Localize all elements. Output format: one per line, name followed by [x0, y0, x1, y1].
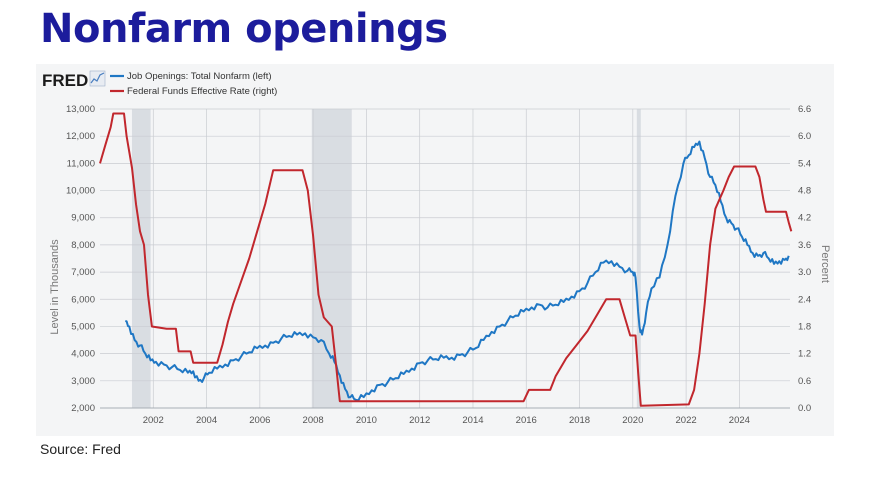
- y-left-tick-label: 2,000: [71, 403, 95, 414]
- legend-label-openings: Job Openings: Total Nonfarm (left): [127, 71, 272, 82]
- axis-ticks: 2,000 0.0 3,000 0.6 4,000 1.2 5,000 1.8 6,000 2.4…: [66, 104, 811, 426]
- recession-shading: [131, 109, 641, 408]
- y-left-tick-label: 12,000: [66, 131, 95, 142]
- y-left-tick-label: 3,000: [71, 376, 95, 387]
- fred-logo: FRED: [42, 71, 88, 90]
- x-tick-label: 2022: [676, 415, 697, 426]
- y-right-tick-label: 0.0: [798, 403, 811, 414]
- x-tick-label: 2014: [462, 415, 483, 426]
- x-tick-label: 2004: [196, 415, 217, 426]
- gridlines: [100, 108, 790, 409]
- slide-title: Nonfarm openings: [40, 6, 448, 52]
- recession-band: [311, 109, 352, 408]
- y-right-tick-label: 6.0: [798, 131, 811, 142]
- y-axis-right-label: Percent: [819, 245, 831, 283]
- x-tick-label: 2010: [356, 415, 377, 426]
- fred-line-chart: 2,000 0.0 3,000 0.6 4,000 1.2 5,000 1.8 6,000 2.4…: [42, 70, 831, 426]
- y-left-tick-label: 6,000: [71, 294, 95, 305]
- source-note: Source: Fred: [40, 441, 121, 457]
- series-lines: [99, 112, 793, 407]
- y-right-tick-label: 1.2: [798, 349, 811, 360]
- y-left-tick-label: 10,000: [66, 186, 95, 197]
- x-tick-label: 2008: [303, 415, 324, 426]
- y-right-tick-label: 6.6: [798, 104, 811, 115]
- series-line-job-openings: [125, 140, 790, 402]
- y-left-tick-label: 7,000: [71, 267, 95, 278]
- y-right-tick-label: 3.6: [798, 240, 811, 251]
- y-axis-left-label: Level in Thousands: [49, 239, 61, 335]
- y-left-tick-label: 9,000: [71, 213, 95, 224]
- recession-band: [636, 109, 641, 408]
- y-left-tick-label: 13,000: [66, 104, 95, 115]
- y-right-tick-label: 3.0: [798, 267, 811, 278]
- x-tick-label: 2024: [729, 415, 750, 426]
- y-right-tick-label: 0.6: [798, 376, 811, 387]
- x-tick-label: 2002: [143, 415, 164, 426]
- legend-label-fedfunds: Federal Funds Effective Rate (right): [127, 86, 277, 97]
- y-right-tick-label: 1.8: [798, 321, 811, 332]
- y-right-tick-label: 2.4: [798, 294, 811, 305]
- x-tick-label: 2012: [409, 415, 430, 426]
- x-tick-label: 2006: [249, 415, 270, 426]
- y-right-tick-label: 5.4: [798, 158, 811, 169]
- y-left-tick-label: 11,000: [67, 158, 95, 169]
- y-left-tick-label: 8,000: [71, 240, 95, 251]
- y-right-tick-label: 4.2: [798, 213, 811, 224]
- x-tick-label: 2018: [569, 415, 590, 426]
- x-tick-label: 2016: [516, 415, 537, 426]
- fred-logo-icon: [89, 70, 106, 87]
- x-tick-label: 2020: [622, 415, 643, 426]
- chart-panel: 2,000 0.0 3,000 0.6 4,000 1.2 5,000 1.8 6,000 2.4…: [36, 64, 834, 436]
- y-right-tick-label: 4.8: [798, 186, 811, 197]
- y-left-tick-label: 4,000: [71, 349, 95, 360]
- recession-band: [131, 109, 151, 408]
- y-left-tick-label: 5,000: [71, 321, 95, 332]
- series-line-fed-funds: [99, 112, 793, 407]
